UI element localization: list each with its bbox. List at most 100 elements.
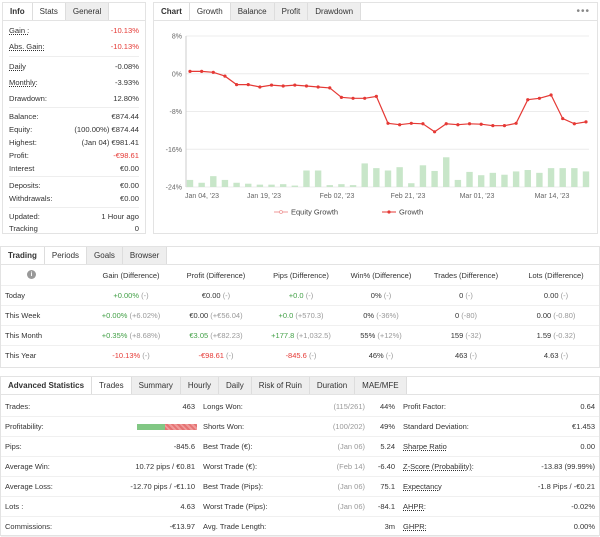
growth-chart: 8% 0% -8% -16% -24%Jan 04, '23 Jan 19, '23 Feb… (166, 34, 590, 217)
period-cell: 0.00 (-0.80) (501, 306, 600, 326)
y-tick-label: 8% (172, 34, 182, 41)
growth-point (316, 85, 320, 89)
period-value: 463 (454, 351, 468, 360)
period-diff: (-) (385, 351, 394, 360)
period-cell: 0.00 (-) (501, 286, 600, 306)
growth-point (351, 96, 355, 100)
growth-bar (221, 179, 229, 187)
tab-periods[interactable]: Periods (44, 247, 88, 264)
tab-drawdown[interactable]: Drawdown (308, 3, 362, 20)
interest-row: Interest €0.00 (9, 163, 139, 175)
growth-bar (373, 168, 380, 187)
stat-note: (115/261) (333, 402, 365, 411)
period-label: Today (5, 291, 26, 300)
period-diff: (+1,032.5) (296, 331, 331, 340)
tab-risk-of-ruin[interactable]: Risk of Ruin (251, 377, 310, 394)
interest-value: €0.00 (119, 164, 139, 173)
period-value: 0.00 (543, 291, 559, 300)
chart-tabs: Chart Growth Balance Profit Drawdown (154, 3, 597, 21)
drawdown-value: 12.80% (113, 94, 139, 103)
tab-hourly[interactable]: Hourly (180, 377, 219, 394)
growth-bar (291, 185, 299, 187)
growth-bar (256, 184, 264, 187)
tab-chart[interactable]: Chart (154, 3, 190, 20)
period-cell: 0% (-) (326, 286, 436, 306)
period-value: €3.05 (189, 331, 209, 340)
balance-label: Balance: (9, 112, 39, 121)
tab-trading[interactable]: Trading (1, 247, 45, 264)
tab-balance[interactable]: Balance (230, 3, 275, 20)
stat-label: Lots : (5, 502, 24, 511)
deposits-row: Deposits: €0.00 (9, 180, 139, 192)
tracking-row: Tracking 0 (9, 223, 139, 235)
tab-trades[interactable]: Trades (92, 377, 132, 394)
stat-label: Commissions: (5, 522, 53, 531)
growth-point (304, 84, 309, 88)
stat-note: (Jan 06) (337, 502, 365, 511)
profit-value: -€98.61 (113, 151, 139, 160)
withdrawals-value: €0.00 (119, 194, 139, 203)
gain-value: -10.13% (110, 26, 139, 35)
growth-bar (501, 174, 508, 187)
tab-summary[interactable]: Summary (131, 377, 181, 394)
period-value: 0 (454, 311, 460, 320)
tab-advanced-statistics[interactable]: Advanced Statistics (1, 377, 93, 394)
x-tick-label: Jan 19, '23 (247, 193, 281, 200)
tab-stats[interactable]: Stats (32, 3, 66, 20)
period-value: +0.0 (278, 311, 294, 320)
growth-point (526, 98, 530, 102)
tab-profit[interactable]: Profit (274, 3, 309, 20)
growth-point (561, 116, 565, 121)
period-diff: (-) (560, 291, 569, 300)
tab-browser[interactable]: Browser (122, 247, 168, 264)
period-row: Today +0.00% (-) €0.00 (-) +0.0 (-) 0% (-) 0 … (1, 285, 599, 305)
stat-row-divider (1, 476, 599, 477)
legend-equity-label: Equity Growth (291, 208, 338, 217)
tab-duration[interactable]: Duration (309, 377, 356, 394)
growth-point (386, 121, 390, 125)
more-options-icon[interactable]: ••• (576, 6, 590, 17)
period-value: 0.00 (536, 311, 552, 320)
growth-bar (186, 179, 194, 187)
stat-value: 463 (182, 402, 195, 411)
period-cell: 46% (-) (326, 346, 436, 366)
stat-value: 75.1 (380, 482, 395, 491)
tab-goals[interactable]: Goals (87, 247, 123, 264)
legend-growth-dot (387, 210, 391, 214)
growth-bar (303, 170, 310, 187)
period-cell: +0.00% (+6.02%) (76, 306, 186, 326)
growth-bar (314, 170, 322, 187)
period-label: This Week (5, 311, 41, 320)
period-label: This Month (5, 331, 43, 340)
abs-gain-label: Abs. Gain: (9, 42, 45, 51)
growth-point (549, 93, 553, 97)
equity-value: (100.00%) €874.44 (74, 125, 139, 134)
periods-header: i Gain (Difference) Profit (Difference) … (1, 267, 599, 285)
tab-info[interactable]: Info (3, 3, 33, 20)
stat-value: 0.00 (580, 442, 595, 451)
period-cell: €0.00 (-) (161, 286, 271, 306)
stat-value: 5.24 (380, 442, 395, 451)
updated-row: Updated: 1 Hour ago (9, 211, 139, 223)
period-diff: (-) (305, 291, 314, 300)
equity-label: Equity: (9, 125, 33, 134)
tab-daily[interactable]: Daily (219, 377, 252, 394)
stat-label: Z-Score (Probability): (403, 462, 474, 471)
growth-bar (384, 170, 392, 187)
growth-point (258, 85, 262, 89)
tab-general[interactable]: General (65, 3, 110, 20)
y-tick-label: -24% (166, 185, 182, 192)
balance-value: €874.44 (111, 112, 139, 121)
period-value: +0.0 (288, 291, 304, 300)
info-icon[interactable]: i (27, 270, 36, 279)
withdrawals-label: Withdrawals: (9, 194, 53, 203)
stat-row-divider (1, 416, 599, 417)
period-diff: (+€56.04) (210, 311, 243, 320)
growth-bar (443, 157, 450, 187)
growth-point (246, 83, 250, 87)
period-diff: (-) (226, 351, 234, 360)
growth-point (537, 96, 542, 100)
x-tick-label: Feb 21, '23 (391, 193, 426, 200)
tab-mae-mfe[interactable]: MAE/MFE (355, 377, 407, 394)
tab-growth[interactable]: Growth (189, 3, 231, 20)
